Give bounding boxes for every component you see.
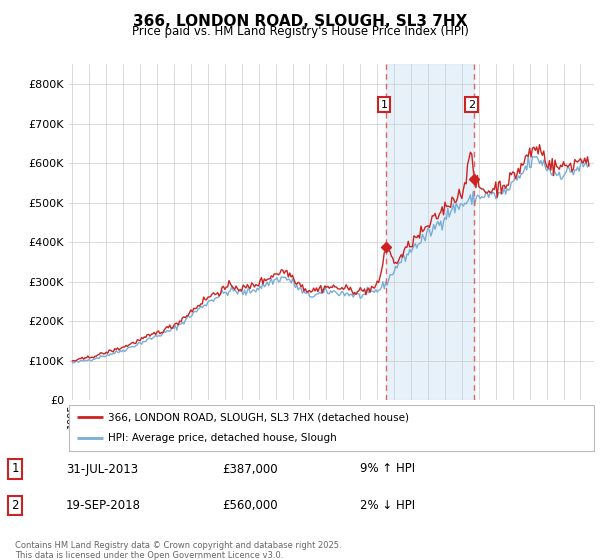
Text: 366, LONDON ROAD, SLOUGH, SL3 7HX (detached house): 366, LONDON ROAD, SLOUGH, SL3 7HX (detac…: [109, 412, 409, 422]
Bar: [386, 64, 474, 400]
Text: 1: 1: [380, 100, 388, 110]
Text: 2% ↓ HPI: 2% ↓ HPI: [360, 499, 415, 512]
Text: 2: 2: [468, 100, 475, 110]
FancyBboxPatch shape: [69, 405, 594, 451]
Text: 1: 1: [11, 463, 19, 475]
Text: HPI: Average price, detached house, Slough: HPI: Average price, detached house, Slou…: [109, 433, 337, 444]
Text: Price paid vs. HM Land Registry's House Price Index (HPI): Price paid vs. HM Land Registry's House …: [131, 25, 469, 38]
Text: 2: 2: [11, 499, 19, 512]
Text: £560,000: £560,000: [222, 499, 278, 512]
Text: 9% ↑ HPI: 9% ↑ HPI: [360, 463, 415, 475]
Text: 19-SEP-2018: 19-SEP-2018: [66, 499, 141, 512]
Text: Contains HM Land Registry data © Crown copyright and database right 2025.
This d: Contains HM Land Registry data © Crown c…: [15, 540, 341, 560]
Text: 366, LONDON ROAD, SLOUGH, SL3 7HX: 366, LONDON ROAD, SLOUGH, SL3 7HX: [133, 14, 467, 29]
Text: £387,000: £387,000: [222, 463, 278, 475]
Text: 31-JUL-2013: 31-JUL-2013: [66, 463, 138, 475]
